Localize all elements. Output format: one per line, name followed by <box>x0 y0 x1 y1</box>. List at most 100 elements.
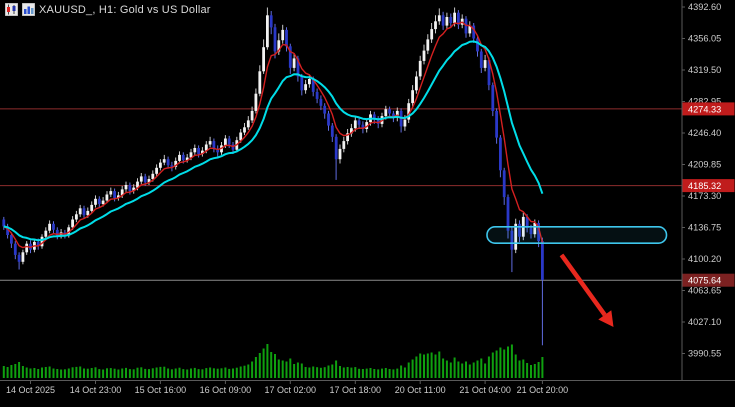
candle-body <box>10 235 13 244</box>
volume-bar <box>354 367 357 378</box>
date-label: 14 Oct 2025 <box>6 385 55 395</box>
candle-body <box>262 47 265 72</box>
slow-ma-line <box>3 40 544 242</box>
volume-bar <box>128 369 131 378</box>
candle-body <box>376 119 380 124</box>
volume-bar <box>495 350 498 378</box>
volume-bar <box>10 365 13 378</box>
volume-bar <box>270 352 273 378</box>
candle-body <box>346 133 349 142</box>
candle-body <box>117 195 120 198</box>
volume-bar <box>526 363 529 378</box>
volume-bar <box>381 368 383 378</box>
candle-body <box>55 229 59 236</box>
volume-bar <box>33 368 36 378</box>
date-label: 17 Oct 18:00 <box>330 385 382 395</box>
volume-bar <box>37 369 40 378</box>
candle-body <box>48 223 51 231</box>
date-label: 14 Oct 23:00 <box>70 385 122 395</box>
volume-bar <box>174 368 177 378</box>
volume-bar <box>262 348 265 378</box>
down-arrow-head[interactable] <box>598 310 614 327</box>
candle-body <box>162 159 166 163</box>
volume-bar <box>75 366 78 378</box>
candle-body <box>518 223 521 237</box>
volume-bar <box>491 352 494 378</box>
candle-body <box>411 90 414 104</box>
candle-body <box>212 141 216 149</box>
candle-body <box>44 230 48 237</box>
volume-bar <box>21 366 24 378</box>
candle-body <box>308 79 311 85</box>
candle-body <box>246 120 250 128</box>
volume-bar <box>319 367 322 378</box>
volume-bar <box>136 367 139 378</box>
candle-body <box>254 93 258 111</box>
volume-bar <box>170 369 173 378</box>
volume-bar <box>484 363 487 378</box>
volume-bar <box>140 367 143 378</box>
candle-body <box>445 17 449 26</box>
candle-body <box>296 58 300 77</box>
candle-body <box>197 148 200 154</box>
volume-bar <box>6 367 9 378</box>
volume-bar <box>212 368 215 378</box>
volume-bar <box>60 369 63 378</box>
candle-body <box>514 223 518 250</box>
candle-body <box>525 216 529 229</box>
volume-bar <box>98 369 101 378</box>
candle-body <box>269 15 273 28</box>
volume-bar <box>384 368 387 378</box>
candle-body <box>124 185 128 190</box>
candle-body <box>491 85 495 111</box>
candle-body <box>281 29 285 41</box>
volume-bar <box>193 367 196 378</box>
price-tick-label: 4063.65 <box>688 286 721 296</box>
volume-bar <box>293 364 296 378</box>
candle-body <box>361 124 365 129</box>
volume-bar <box>449 362 452 378</box>
volume-bar <box>480 358 483 378</box>
candle-body <box>315 92 319 99</box>
candle-body <box>75 214 78 220</box>
down-arrow-shaft[interactable] <box>559 253 607 317</box>
candle-body <box>204 144 208 151</box>
candle-body <box>189 152 193 158</box>
volume-bar <box>350 367 353 378</box>
volume-bar <box>232 368 234 378</box>
volume-bar <box>243 365 246 378</box>
date-label: 20 Oct 11:00 <box>395 385 446 395</box>
candle-body <box>147 179 151 183</box>
volume-bar <box>476 360 479 378</box>
volume-bar <box>109 368 112 378</box>
candle-body <box>453 12 456 23</box>
volume-bar <box>289 358 292 378</box>
candle-body <box>266 15 269 48</box>
candle-body <box>388 109 391 114</box>
candle-body <box>338 148 342 160</box>
candle-body <box>193 148 197 153</box>
candle-body <box>437 15 441 22</box>
highlight-box[interactable] <box>486 226 668 245</box>
candle-body <box>434 21 437 30</box>
volume-bar <box>29 368 32 378</box>
candle-body <box>487 60 491 86</box>
candle-body <box>384 109 388 117</box>
volume-bar <box>300 363 303 378</box>
candle-body <box>90 204 94 211</box>
candles-layer <box>2 7 544 346</box>
current-price-badge-label: 4075.64 <box>688 276 721 286</box>
candle-body <box>178 154 181 161</box>
fast-ma-line <box>3 21 544 249</box>
volume-bar <box>41 367 43 378</box>
volume-bar <box>403 367 406 378</box>
volume-layer <box>2 344 544 378</box>
candle-body <box>327 113 330 126</box>
candle-body <box>17 254 21 262</box>
candle-body <box>495 110 498 138</box>
volume-bar <box>396 368 399 378</box>
candle-body <box>357 120 361 125</box>
candle-body <box>40 236 44 247</box>
candle-body <box>151 173 155 179</box>
